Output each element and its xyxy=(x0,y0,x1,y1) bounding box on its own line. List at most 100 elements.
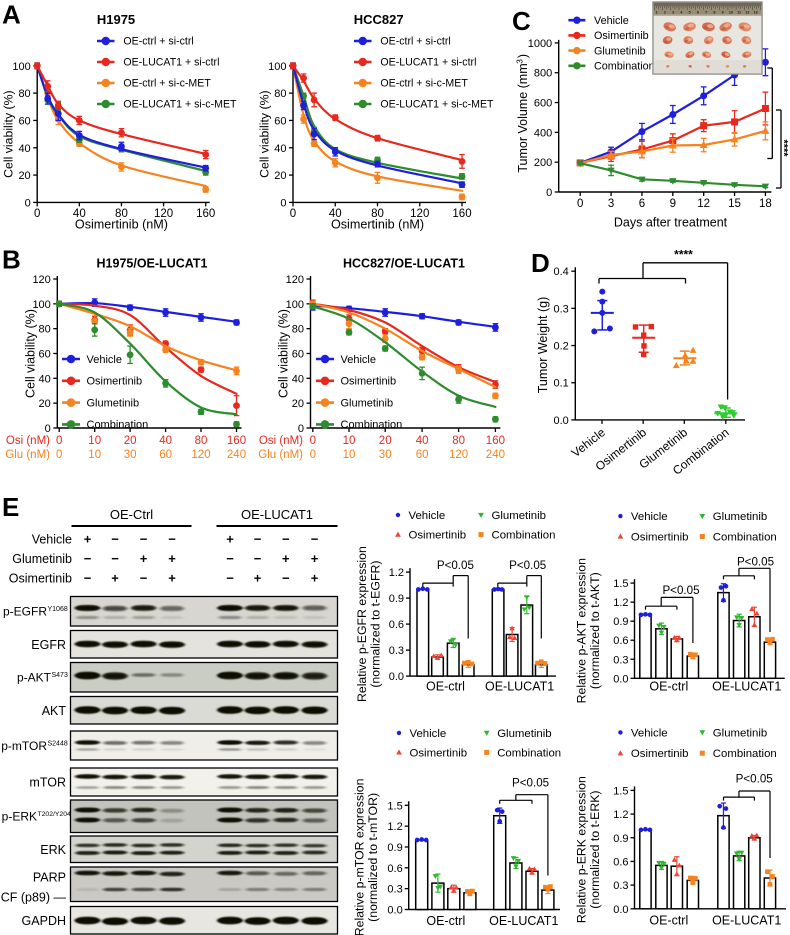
svg-text:0: 0 xyxy=(25,197,31,209)
svg-text:−: − xyxy=(226,551,234,566)
svg-text:30: 30 xyxy=(124,449,137,461)
svg-text:Combination: Combination xyxy=(713,531,777,543)
svg-text:18: 18 xyxy=(759,198,772,210)
svg-text:HCC827/OE-LUCAT1: HCC827/OE-LUCAT1 xyxy=(343,257,465,271)
svg-text:40: 40 xyxy=(18,143,30,155)
svg-text:160: 160 xyxy=(227,435,246,447)
svg-text:100: 100 xyxy=(12,61,30,73)
svg-text:5: 5 xyxy=(689,10,691,14)
svg-text:120: 120 xyxy=(410,208,429,220)
svg-text:0.0: 0.0 xyxy=(387,905,402,917)
svg-text:0: 0 xyxy=(56,449,62,461)
svg-text:60: 60 xyxy=(39,349,51,361)
svg-text:Osi (nM): Osi (nM) xyxy=(259,435,303,447)
svg-text:Tumor Weight (g): Tumor Weight (g) xyxy=(536,297,550,394)
svg-text:40: 40 xyxy=(274,143,286,155)
svg-text:160: 160 xyxy=(486,435,505,447)
svg-text:H1975/OE-LUCAT1: H1975/OE-LUCAT1 xyxy=(97,257,208,271)
svg-text:60: 60 xyxy=(18,115,30,127)
svg-text:Glumetinib: Glumetinib xyxy=(87,397,140,409)
svg-text:+: + xyxy=(282,551,290,566)
svg-text:p-EGFR: p-EGFR xyxy=(3,604,47,618)
svg-text:Vehicle: Vehicle xyxy=(409,510,446,522)
svg-text:20: 20 xyxy=(274,170,286,182)
svg-text:0.0: 0.0 xyxy=(613,673,628,685)
svg-text:9: 9 xyxy=(722,10,724,14)
svg-text:EGFR: EGFR xyxy=(31,638,66,652)
svg-text:1.2: 1.2 xyxy=(389,567,404,579)
svg-text:Vehicle: Vehicle xyxy=(410,728,447,740)
svg-text:−: − xyxy=(140,571,148,586)
svg-text:20: 20 xyxy=(124,435,137,447)
svg-text:P<0.05: P<0.05 xyxy=(437,559,474,572)
svg-text:0.2: 0.2 xyxy=(554,341,569,353)
svg-text:Combination: Combination xyxy=(87,419,149,431)
svg-text:Osimertinib: Osimertinib xyxy=(341,376,397,388)
svg-text:Osimertinib: Osimertinib xyxy=(87,376,143,388)
svg-text:0: 0 xyxy=(546,187,552,199)
svg-text:160: 160 xyxy=(196,208,215,220)
svg-text:40: 40 xyxy=(73,208,86,220)
svg-text:1.5: 1.5 xyxy=(387,800,402,812)
svg-text:OE-LUCAT1 + si-ctrl: OE-LUCAT1 + si-ctrl xyxy=(380,57,476,69)
svg-text:Vehicle: Vehicle xyxy=(631,511,668,523)
svg-text:13: 13 xyxy=(754,10,758,14)
svg-text:CF (p89) —: CF (p89) — xyxy=(1,891,67,905)
svg-text:40: 40 xyxy=(416,435,429,447)
svg-text:2: 2 xyxy=(664,10,666,14)
svg-text:OE-LUCAT1: OE-LUCAT1 xyxy=(241,507,313,522)
svg-text:P<0.05: P<0.05 xyxy=(737,556,774,569)
svg-text:Vehicle: Vehicle xyxy=(341,354,376,366)
svg-text:Glumetinib: Glumetinib xyxy=(713,511,767,523)
svg-text:(normalized to t-AKT): (normalized to t-AKT) xyxy=(588,572,602,689)
svg-text:): ) xyxy=(516,54,530,58)
svg-text:−: − xyxy=(282,532,290,547)
svg-text:0: 0 xyxy=(290,208,296,220)
svg-text:+: + xyxy=(140,551,148,566)
svg-text:OE-LUCAT1 + si-c-MET: OE-LUCAT1 + si-c-MET xyxy=(380,99,494,111)
svg-text:OE-ctrl + si-ctrl: OE-ctrl + si-ctrl xyxy=(123,36,193,48)
svg-text:Combination: Combination xyxy=(713,748,777,760)
svg-text:15: 15 xyxy=(728,198,741,210)
svg-text:−: − xyxy=(168,532,176,547)
svg-text:Cell viability (%): Cell viability (%) xyxy=(2,90,16,177)
svg-text:10: 10 xyxy=(343,435,356,447)
svg-text:0.0: 0.0 xyxy=(389,671,404,683)
svg-text:120: 120 xyxy=(286,274,304,286)
svg-text:0: 0 xyxy=(310,449,316,461)
svg-text:Osimertinib (nM): Osimertinib (nM) xyxy=(331,218,424,232)
svg-text:+: + xyxy=(254,571,262,586)
svg-text:Vehicle: Vehicle xyxy=(87,354,122,366)
svg-text:0: 0 xyxy=(298,423,304,435)
svg-text:120: 120 xyxy=(154,208,173,220)
svg-text:60: 60 xyxy=(159,449,172,461)
svg-text:OE-LUCAT1: OE-LUCAT1 xyxy=(485,680,554,694)
svg-text:Combination: Combination xyxy=(497,747,561,759)
svg-text:0.6: 0.6 xyxy=(387,863,402,875)
svg-text:(normalized to t-mTOR): (normalized to t-mTOR) xyxy=(366,793,380,922)
svg-text:S473: S473 xyxy=(52,672,68,679)
svg-text:HCC827: HCC827 xyxy=(354,12,404,27)
svg-text:0.3: 0.3 xyxy=(387,884,402,896)
svg-text:0.6: 0.6 xyxy=(613,856,628,868)
svg-text:0.9: 0.9 xyxy=(387,842,402,854)
svg-text:OE-ctrl: OE-ctrl xyxy=(649,914,688,928)
svg-text:1.2: 1.2 xyxy=(613,809,628,821)
svg-text:+: + xyxy=(111,571,119,586)
svg-text:0.0: 0.0 xyxy=(554,415,569,427)
svg-text:P<0.05: P<0.05 xyxy=(736,773,773,786)
svg-text:120: 120 xyxy=(32,274,50,286)
svg-text:Vehicle: Vehicle xyxy=(594,15,629,27)
svg-text:−: − xyxy=(254,551,262,566)
svg-text:0: 0 xyxy=(310,435,316,447)
svg-text:0.3: 0.3 xyxy=(554,303,569,315)
svg-text:0.6: 0.6 xyxy=(613,635,628,647)
svg-text:AKT: AKT xyxy=(42,704,67,718)
svg-text:OE-ctrl + si-ctrl: OE-ctrl + si-ctrl xyxy=(380,36,450,48)
svg-text:P<0.05: P<0.05 xyxy=(509,559,546,572)
svg-text:200: 200 xyxy=(534,157,552,169)
svg-text:1.2: 1.2 xyxy=(613,597,628,609)
svg-text:OE-ctrl: OE-ctrl xyxy=(426,914,465,928)
svg-text:0.6: 0.6 xyxy=(389,619,404,631)
svg-text:OE-LUCAT1: OE-LUCAT1 xyxy=(489,914,558,928)
